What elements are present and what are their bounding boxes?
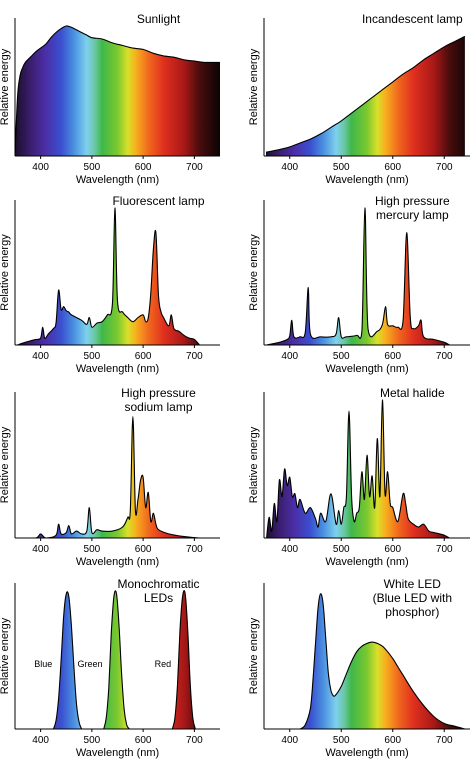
series-label-blue: Blue <box>34 659 52 669</box>
series-area-1 <box>300 593 465 729</box>
x-tick-label: 400 <box>281 735 298 746</box>
panel-2: 400 500 600 700 Wavelength (nm) Relative ener… <box>248 12 470 186</box>
chart-title: Incandescent lamp <box>362 12 463 26</box>
panel-8: 400 500 600 700 Wavelength (nm) Relative ener… <box>248 577 470 759</box>
chart-title: Fluorescent lamp <box>112 194 204 208</box>
panel-6: 400 500 600 700 Wavelength (nm) Relative ener… <box>248 386 470 568</box>
y-axis-label: Relative energy <box>0 426 11 503</box>
series-line-1 <box>17 207 200 346</box>
chart-title: High pressure <box>121 386 196 400</box>
x-tick-label: 700 <box>186 735 203 746</box>
x-tick-label: 700 <box>436 351 453 362</box>
panel-7: Blue Green Red 400 500 600 700 Wavelength (nm) R… <box>0 577 220 759</box>
chart-title: (Blue LED with <box>373 591 452 605</box>
x-tick-label: 500 <box>333 735 350 746</box>
x-tick-label: 500 <box>333 544 350 555</box>
chart-title: phosphor) <box>385 605 439 619</box>
y-axis-label: Relative energy <box>248 426 260 503</box>
series-label-green: Green <box>77 659 102 669</box>
x-tick-label: 500 <box>333 162 350 173</box>
x-tick-label: 400 <box>32 162 49 173</box>
x-axis-label: Wavelength (nm) <box>76 363 159 375</box>
series-line-2 <box>103 590 130 730</box>
x-tick-label: 600 <box>384 162 401 173</box>
x-tick-label: 600 <box>135 735 152 746</box>
x-axis-label: Wavelength (nm) <box>76 747 159 759</box>
panel-4: 400 500 600 700 Wavelength (nm) Relative ener… <box>248 194 470 375</box>
series-area-1 <box>266 399 450 538</box>
x-tick-label: 500 <box>84 162 101 173</box>
y-axis-label: Relative energy <box>248 48 260 125</box>
panel-3: 400 500 600 700 Wavelength (nm) Relative ener… <box>0 194 220 375</box>
series-area-1 <box>15 25 220 156</box>
x-axis-label: Wavelength (nm) <box>325 363 408 375</box>
x-tick-label: 700 <box>186 351 203 362</box>
chart-title: Metal halide <box>380 386 445 400</box>
y-axis-label: Relative energy <box>248 234 260 311</box>
series-line-1 <box>52 591 83 730</box>
x-tick-label: 600 <box>384 351 401 362</box>
x-axis-label: Wavelength (nm) <box>325 174 408 186</box>
x-axis-label: Wavelength (nm) <box>325 747 408 759</box>
x-tick-label: 700 <box>186 544 203 555</box>
series-area-1 <box>17 207 200 345</box>
x-tick-label: 700 <box>436 544 453 555</box>
chart-title: White LED <box>384 577 442 591</box>
x-tick-label: 400 <box>32 735 49 746</box>
series-area-1 <box>53 591 82 729</box>
y-axis-label: Relative energy <box>248 617 260 694</box>
panel-5: 400 500 600 700 Wavelength (nm) Relative ener… <box>0 386 220 568</box>
x-tick-label: 700 <box>186 162 203 173</box>
x-axis-label: Wavelength (nm) <box>325 556 408 568</box>
y-axis-label: Relative energy <box>0 617 11 694</box>
x-tick-label: 700 <box>436 162 453 173</box>
series-label-red: Red <box>155 659 172 669</box>
series-area-3 <box>172 590 196 729</box>
chart-title: High pressure <box>375 194 450 208</box>
series-line-1 <box>14 25 220 157</box>
series-line-1 <box>266 399 450 539</box>
chart-title: sodium lamp <box>124 400 192 414</box>
x-tick-label: 500 <box>84 351 101 362</box>
series-line-1 <box>266 35 466 156</box>
x-tick-label: 400 <box>32 544 49 555</box>
x-tick-label: 400 <box>281 351 298 362</box>
x-tick-label: 600 <box>135 544 152 555</box>
y-axis-label: Relative energy <box>0 234 11 311</box>
chart-title: Sunlight <box>137 12 181 26</box>
x-tick-label: 600 <box>135 162 152 173</box>
x-tick-label: 600 <box>384 735 401 746</box>
x-tick-label: 500 <box>333 351 350 362</box>
x-axis-label: Wavelength (nm) <box>76 556 159 568</box>
x-tick-label: 500 <box>84 544 101 555</box>
series-line-1 <box>17 416 200 539</box>
chart-title: Monochromatic <box>117 577 199 591</box>
series-line-1 <box>266 207 450 346</box>
x-tick-label: 400 <box>281 162 298 173</box>
chart-title: LEDs <box>144 591 173 605</box>
y-axis-label: Relative energy <box>0 48 11 125</box>
series-line-1 <box>299 593 466 730</box>
x-tick-label: 500 <box>84 735 101 746</box>
chart-title: mercury lamp <box>376 208 449 222</box>
series-area-1 <box>266 36 465 156</box>
series-area-1 <box>17 416 200 538</box>
x-tick-label: 700 <box>436 735 453 746</box>
x-tick-label: 600 <box>384 544 401 555</box>
x-axis-label: Wavelength (nm) <box>76 174 159 186</box>
x-tick-label: 600 <box>135 351 152 362</box>
panel-1: 400 500 600 700 Wavelength (nm) Relative ener… <box>0 12 220 186</box>
x-tick-label: 400 <box>281 544 298 555</box>
series-line-3 <box>171 590 196 730</box>
x-tick-label: 400 <box>32 351 49 362</box>
